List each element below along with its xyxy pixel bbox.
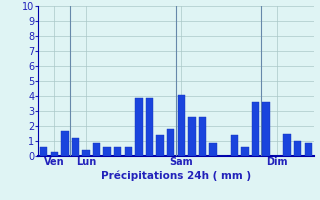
Bar	[72, 138, 79, 156]
Bar	[82, 150, 90, 156]
Bar	[209, 142, 217, 156]
X-axis label: Précipitations 24h ( mm ): Précipitations 24h ( mm )	[101, 170, 251, 181]
Bar	[51, 152, 58, 156]
Bar	[252, 102, 259, 156]
Bar	[262, 102, 270, 156]
Bar	[93, 142, 100, 156]
Bar	[135, 98, 143, 156]
Bar	[305, 142, 312, 156]
Bar	[188, 117, 196, 156]
Bar	[61, 130, 68, 156]
Bar	[167, 129, 174, 156]
Bar	[125, 147, 132, 156]
Bar	[40, 147, 47, 156]
Bar	[146, 98, 153, 156]
Bar	[284, 134, 291, 156]
Bar	[241, 147, 249, 156]
Bar	[294, 141, 301, 156]
Bar	[114, 147, 122, 156]
Bar	[199, 117, 206, 156]
Bar	[178, 95, 185, 156]
Bar	[103, 147, 111, 156]
Bar	[230, 135, 238, 156]
Bar	[156, 135, 164, 156]
